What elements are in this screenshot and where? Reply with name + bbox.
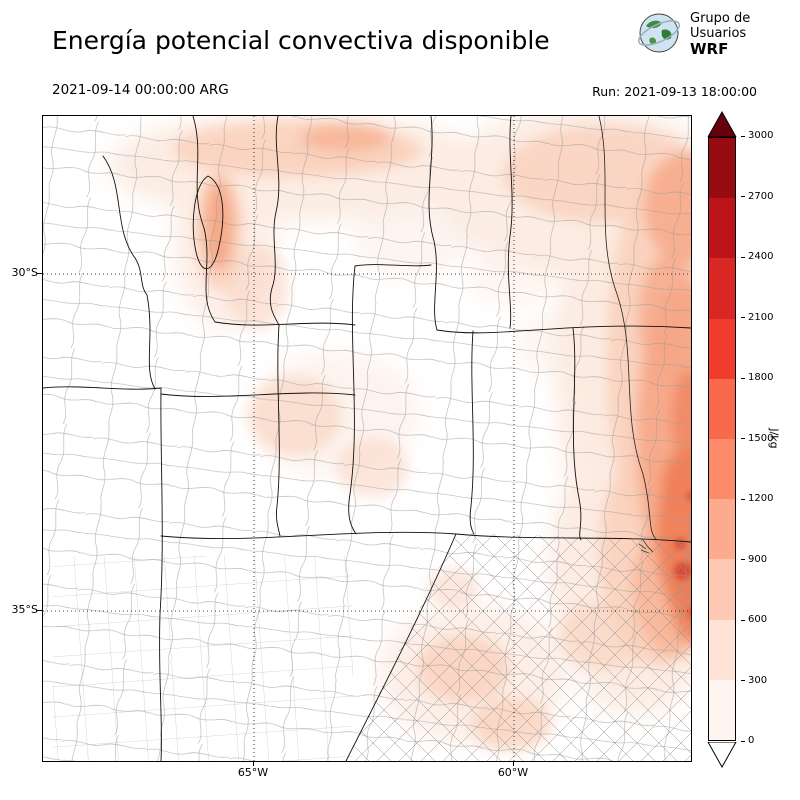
logo-text: Grupo de Usuarios WRF	[690, 11, 750, 59]
lat-label-35s: 35°S	[11, 603, 38, 616]
wrf-logo: Grupo de Usuarios WRF	[636, 10, 750, 60]
colorbar-segment	[709, 198, 735, 259]
page-title: Energía potencial convectiva disponible	[52, 26, 550, 55]
lat-label-30s: 30°S	[11, 266, 38, 279]
colorbar-segment	[709, 499, 735, 560]
lon-label-65w: 65°W	[237, 766, 269, 779]
run-time-label: Run: 2021-09-13 18:00:00	[592, 84, 757, 99]
logo-line1: Grupo de	[690, 10, 751, 26]
colorbar-arrow-low	[707, 741, 737, 772]
colorbar-tick: 1200	[741, 494, 773, 504]
colorbar-tick: 300	[741, 675, 773, 686]
colorbar-tick: 600	[741, 615, 773, 625]
logo-line3: WRF	[690, 40, 729, 59]
lon-label-60w: 60°W	[497, 766, 529, 779]
colorbar-segment	[709, 619, 735, 680]
colorbar-tick: 1500	[741, 433, 773, 444]
colorbar-ticks: 3000 2700 2400 2100 1800 1500 1200 900 6…	[741, 131, 773, 746]
colorbar-segment	[709, 138, 735, 199]
colorbar-segment	[709, 559, 735, 620]
axis-tick	[37, 610, 42, 611]
colorbar-tick: 0	[741, 736, 773, 746]
axis-tick	[513, 761, 514, 766]
colorbar-segment	[709, 378, 735, 440]
colorbar-tick: 2100	[741, 312, 773, 323]
colorbar-unit-label: J/kg	[767, 428, 781, 449]
colorbar-tick: 2700	[741, 191, 773, 202]
colorbar-segment	[709, 439, 735, 500]
valid-time-label: 2021-09-14 00:00:00 ARG	[52, 82, 229, 98]
colorbar-tick: 3000	[741, 131, 773, 141]
colorbar-segment	[709, 318, 735, 379]
colorbar-tick: 1800	[741, 373, 773, 383]
colorbar-segments	[708, 137, 736, 741]
map-frame	[42, 115, 692, 762]
axis-tick	[37, 273, 42, 274]
globe-icon	[636, 10, 682, 60]
colorbar-segment	[709, 258, 735, 319]
map-canvas	[43, 116, 691, 761]
logo-line2: Usuarios	[690, 26, 747, 42]
colorbar-segment	[709, 679, 735, 741]
colorbar-tick: 900	[741, 554, 773, 565]
colorbar-tick: 2400	[741, 252, 773, 262]
axis-tick	[253, 761, 254, 766]
